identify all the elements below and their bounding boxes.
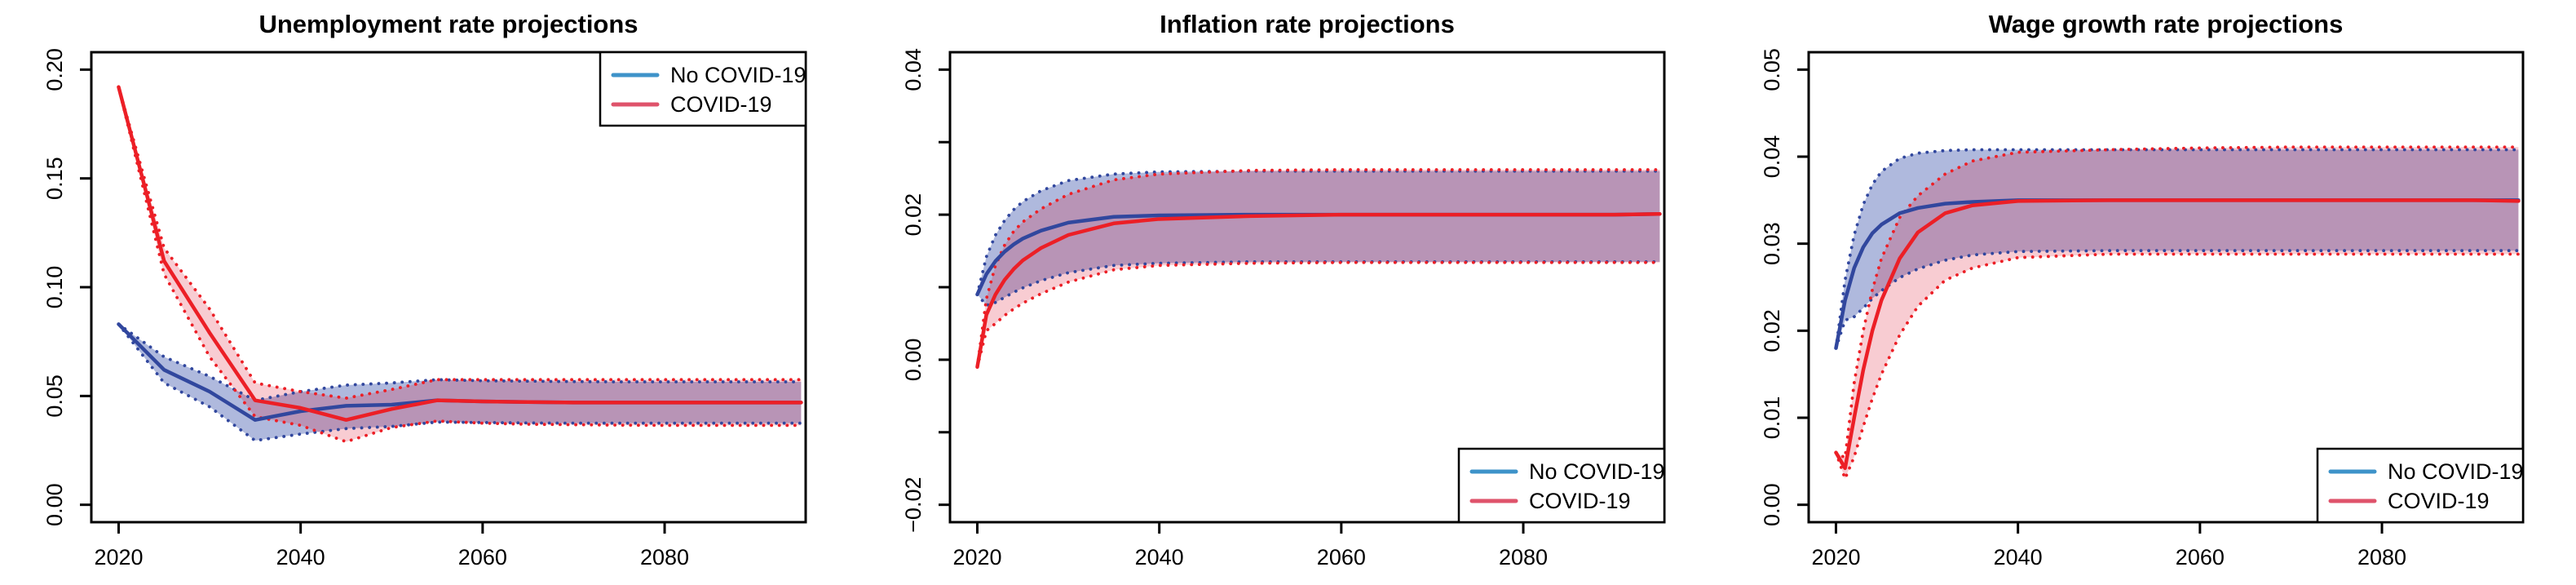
legend-box xyxy=(2316,447,2525,524)
chart-title: Wage growth rate projections xyxy=(1989,10,2344,38)
confidence-band xyxy=(1836,147,2519,479)
y-tick-label: 0.01 xyxy=(1760,397,1784,440)
chart-title: Inflation rate projections xyxy=(1160,10,1455,38)
x-tick-label: 2060 xyxy=(1317,545,1366,569)
legend-label: No COVID-19 xyxy=(1529,459,1665,484)
x-tick-label: 2080 xyxy=(1499,545,1548,569)
y-tick-label: 0.10 xyxy=(42,266,67,309)
confidence-band xyxy=(977,170,1660,367)
x-tick-label: 2060 xyxy=(458,545,507,569)
legend-label: No COVID-19 xyxy=(2388,459,2524,484)
legend-label: COVID-19 xyxy=(1529,489,1631,513)
series-line xyxy=(975,211,1662,370)
chart-svg: Wage growth rate projections 2020 2040 2060… xyxy=(1760,10,2525,569)
legend-box xyxy=(1457,447,1666,524)
legend-label: COVID-19 xyxy=(2388,489,2490,513)
band-border-dotted xyxy=(975,259,1662,308)
chart-title: Unemployment rate projections xyxy=(258,10,638,38)
x-tick-label: 2040 xyxy=(1135,545,1184,569)
y-tick-label: 0.15 xyxy=(42,157,67,200)
legend-box xyxy=(599,51,807,127)
chart-svg: Unemployment rate projections 2020 2040 206… xyxy=(42,10,807,569)
y-tick-label: 0.02 xyxy=(1760,309,1784,352)
confidence-band xyxy=(118,86,802,442)
panel-wage-growth-rate-projections: Wage growth rate projections 2020 2040 2060… xyxy=(1717,0,2576,585)
panel-unemployment-rate-projections: Unemployment rate projections 2020 2040 206… xyxy=(0,0,859,585)
band-border-dotted xyxy=(117,85,803,444)
x-tick-label: 2020 xyxy=(94,545,143,569)
legend-label: COVID-19 xyxy=(670,92,772,117)
x-tick-label: 2040 xyxy=(1994,545,2043,569)
confidence-band xyxy=(118,324,802,441)
plot-box xyxy=(1807,51,2525,524)
x-tick-label: 2060 xyxy=(2176,545,2225,569)
y-tick-label: 0.04 xyxy=(1760,135,1784,179)
band-border-dotted xyxy=(1834,252,2521,483)
y-tick-label: 0.00 xyxy=(1760,483,1784,526)
confidence-band xyxy=(977,171,1660,306)
legend-label: No COVID-19 xyxy=(670,63,806,87)
y-tick-label: 0.00 xyxy=(42,483,67,526)
series-line xyxy=(1834,198,2521,471)
legend: No COVID-19 COVID-19 xyxy=(2316,447,2525,524)
series-line xyxy=(117,85,803,422)
y-tick-label: 0.03 xyxy=(1760,222,1784,265)
x-tick-label: 2040 xyxy=(276,545,325,569)
y-tick-label: 0.04 xyxy=(901,48,926,91)
x-tick-label: 2080 xyxy=(640,545,689,569)
y-tick-label: 0.05 xyxy=(1760,48,1784,91)
x-tick-label: 2020 xyxy=(1811,545,1860,569)
x-tick-label: 2080 xyxy=(2357,545,2406,569)
band-border-dotted xyxy=(975,260,1662,369)
y-tick-label: 0.05 xyxy=(42,374,67,418)
legend: No COVID-19 COVID-19 xyxy=(599,51,807,127)
y-tick-label: 0.00 xyxy=(901,339,926,382)
band-border-dotted xyxy=(1834,249,2521,350)
x-tick-label: 2020 xyxy=(952,545,1001,569)
y-tick-label: 0.02 xyxy=(901,193,926,237)
legend: No COVID-19 COVID-19 xyxy=(1457,447,1666,524)
band-border-dotted xyxy=(975,169,1662,296)
panel-inflation-rate-projections: Inflation rate projections 2020 2040 2060 20… xyxy=(859,0,1717,585)
y-tick-label: 0.20 xyxy=(42,48,67,91)
band-border-dotted xyxy=(1834,145,2521,461)
chart-svg: Inflation rate projections 2020 2040 2060 20… xyxy=(901,10,1666,569)
y-tick-label: −0.02 xyxy=(901,477,926,533)
